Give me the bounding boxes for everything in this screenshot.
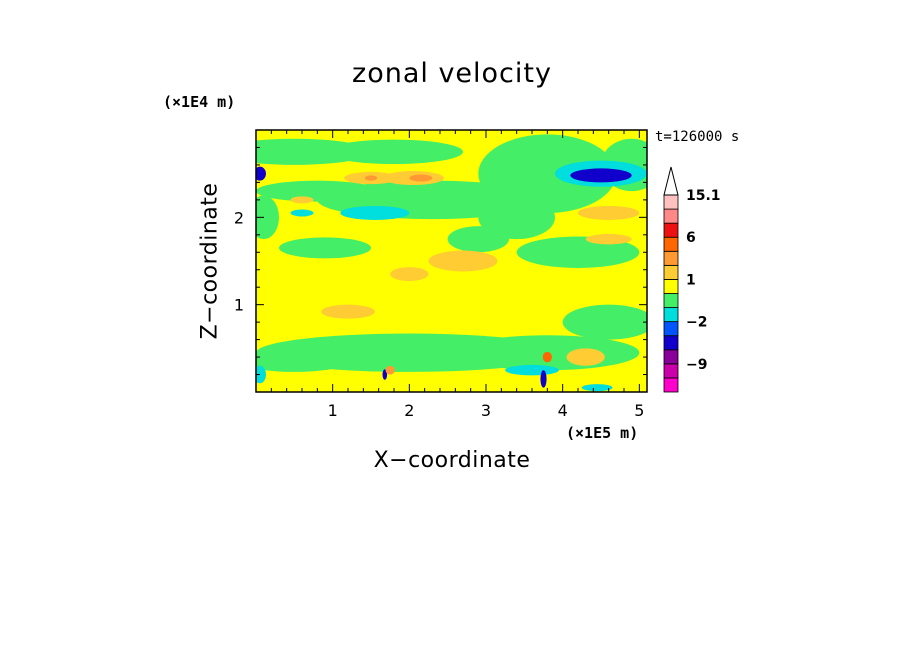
field-region-19	[428, 250, 498, 272]
field-region-9	[447, 226, 510, 253]
colorbar-box	[663, 293, 679, 308]
colorbar-label: 1	[686, 272, 696, 288]
field-region-6	[478, 195, 555, 240]
colorbar-box	[663, 335, 679, 351]
colorbar-label: 6	[686, 230, 696, 246]
field-region-8	[279, 237, 371, 259]
colorbar-box	[663, 307, 679, 323]
colorbar-extend-arrow	[663, 166, 679, 196]
field-region-27	[290, 209, 314, 217]
field-region-29	[570, 168, 632, 183]
field-region-18	[364, 175, 378, 181]
field-region-20	[390, 267, 429, 282]
y-tick-label: 1	[234, 296, 244, 315]
field-region-23	[585, 233, 632, 245]
colorbar-label: 15.1	[686, 188, 721, 204]
colorbar-box	[663, 349, 679, 365]
field-region-31	[256, 365, 266, 384]
time-label: t=126000 s	[655, 129, 740, 145]
field-region-30	[256, 166, 266, 181]
x-tick-label: 4	[558, 401, 568, 420]
x-axis-label: X−coordinate	[373, 448, 531, 473]
field-region-37	[385, 365, 395, 375]
field-region-26	[340, 205, 410, 220]
x-tick-label: 3	[481, 401, 491, 420]
colorbar-label: −9	[686, 357, 707, 373]
field-region-22	[578, 205, 640, 220]
colorbar-box	[663, 363, 679, 379]
colorbar-box	[663, 279, 679, 294]
field-region-24	[566, 348, 605, 366]
field-region-14	[256, 195, 279, 240]
colorbar-box	[663, 236, 679, 252]
field-region-13	[256, 350, 348, 372]
colorbar-label: −2	[686, 315, 707, 331]
colorbar-box	[663, 377, 679, 393]
field-region-17	[409, 174, 433, 182]
colorbar-box	[663, 194, 679, 210]
y-unit-label: (×1E4 m)	[163, 93, 236, 111]
y-tick-label: 2	[234, 208, 244, 227]
colorbar-box	[663, 222, 679, 238]
x-unit-label: (×1E5 m)	[566, 424, 639, 442]
colorbar-box	[663, 250, 679, 266]
field-region-32	[505, 364, 559, 376]
x-tick-label: 2	[404, 401, 414, 420]
x-tick-label: 1	[328, 401, 338, 420]
field-region-34	[382, 369, 388, 380]
field-region-36	[542, 351, 552, 363]
field-region-21	[321, 304, 375, 319]
plot-frame	[255, 129, 648, 393]
colorbar-box	[663, 321, 679, 337]
field-region-33	[540, 370, 547, 388]
colorbar-box	[663, 264, 679, 280]
field-region-25	[290, 196, 314, 204]
x-tick-label: 5	[634, 401, 644, 420]
chart-title: zonal velocity	[352, 58, 552, 89]
field-region-35	[581, 384, 613, 392]
field-region-5	[256, 180, 379, 202]
field-region-1	[325, 139, 463, 165]
colorbar-box	[663, 208, 679, 224]
field-region-10	[562, 304, 647, 340]
